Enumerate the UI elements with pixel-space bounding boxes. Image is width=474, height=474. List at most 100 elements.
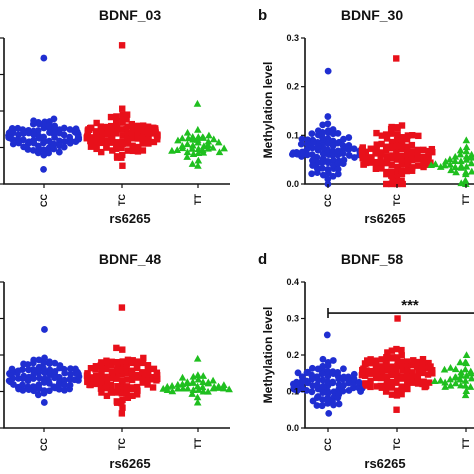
data-point [133,383,141,391]
data-point [98,359,105,366]
data-point [363,381,370,388]
data-point [124,147,132,154]
data-point [103,375,111,382]
x-axis-label: rs6265 [109,456,150,471]
data-point [398,134,406,141]
data-point [204,387,212,395]
data-point [398,158,406,165]
data-point [425,153,432,160]
data-point [118,42,126,49]
data-point [139,134,146,142]
data-point [123,383,131,390]
data-point [135,143,142,151]
data-point [183,384,192,392]
data-point [456,146,465,154]
data-point [123,111,131,118]
data-point [214,382,223,390]
data-point [339,142,347,150]
data-point [425,147,432,155]
data-point [25,366,32,374]
data-point [128,376,136,384]
panel-title: BDNF_03 [99,7,161,23]
data-point [372,362,380,369]
data-point [388,391,396,398]
data-point [92,377,100,384]
data-point [174,380,182,388]
data-point [323,331,331,339]
data-point [393,345,400,353]
data-point [50,383,58,391]
data-point [324,362,332,369]
data-point [373,129,380,137]
data-point [124,376,131,383]
data-point [139,122,147,129]
data-point [319,362,327,370]
data-point [209,135,218,143]
data-point [194,375,203,383]
data-point [133,364,141,371]
data-point [309,382,317,390]
data-point [377,155,384,162]
data-point [93,145,100,153]
data-point [420,159,427,166]
data-point [389,143,396,150]
data-point [441,157,450,165]
data-point [178,142,187,149]
data-point [403,370,411,378]
data-point [178,134,187,142]
data-point [107,113,115,121]
data-point [41,354,48,362]
y-ticks: 0.0 0.1 0.2 0.3 0.4 [286,277,305,433]
data-point [15,139,23,147]
data-point [20,360,27,368]
data-point [378,165,385,172]
data-point [372,165,380,172]
data-point [394,362,401,370]
data-point [408,167,416,174]
data-point [420,163,427,171]
data-point [118,371,125,378]
data-point [215,148,224,156]
data-point [124,123,131,130]
data-point [113,130,120,137]
data-point [24,140,32,147]
data-point [92,128,100,135]
data-point [129,392,136,399]
scatter-marks [289,315,474,417]
x-axis-label: rs6265 [109,211,150,226]
data-point [35,381,43,389]
data-point [205,131,213,139]
data-point [388,172,395,179]
data-point [415,368,422,375]
data-point [340,135,347,143]
data-point [404,385,411,393]
data-point [123,116,130,123]
data-point [304,368,312,376]
data-point [74,370,82,378]
x-axis-label: rs6265 [364,456,405,471]
data-point [393,137,401,144]
data-point [107,362,115,369]
data-point [314,393,322,400]
data-point [334,129,342,137]
data-point [188,390,197,397]
data-point [103,128,111,136]
data-point [451,152,460,160]
data-point [339,375,347,383]
data-point [61,376,68,384]
data-point [398,122,406,129]
data-point [114,358,121,366]
data-point [441,383,449,390]
data-point [40,139,47,147]
data-point [358,146,366,154]
data-point [361,360,369,367]
data-point [431,160,440,168]
data-point [393,142,400,150]
data-point [451,163,460,171]
data-point [408,151,416,159]
data-point [373,383,381,390]
data-point [14,374,22,382]
x-ticks: CC TC TT [39,184,203,207]
data-point [41,326,48,333]
data-point [319,121,327,129]
